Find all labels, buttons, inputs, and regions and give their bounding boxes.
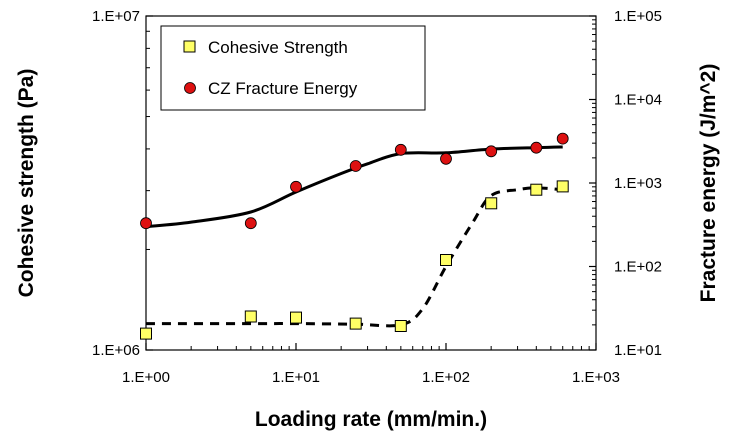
data-point-fracture-energy: [557, 133, 568, 144]
data-point-fracture-energy: [441, 153, 452, 164]
legend-marker-square: [184, 41, 195, 52]
data-point-fracture-energy: [245, 218, 256, 229]
legend-label-cz-fracture-energy: CZ Fracture Energy: [208, 79, 358, 98]
data-point-cohesive-strength: [486, 198, 497, 209]
y-right-tick-label: 1.E+05: [614, 8, 662, 25]
data-point-cohesive-strength: [291, 312, 302, 323]
y-left-tick-label: 1.E+06: [92, 342, 140, 359]
legend-marker-circle: [185, 83, 196, 94]
x-tick-label: 1.E+00: [122, 369, 170, 386]
x-tick-label: 1.E+01: [272, 369, 320, 386]
data-point-fracture-energy: [395, 144, 406, 155]
data-point-fracture-energy: [350, 161, 361, 172]
data-point-cohesive-strength: [350, 318, 361, 329]
y-right-tick-label: 1.E+02: [614, 259, 662, 276]
legend: Cohesive Strength CZ Fracture Energy: [161, 26, 425, 110]
y-left-tick-label: 1.E+07: [92, 8, 140, 25]
data-point-cohesive-strength: [245, 311, 256, 322]
data-point-cohesive-strength: [531, 184, 542, 195]
x-tick-label: 1.E+03: [572, 369, 620, 386]
data-point-fracture-energy: [486, 146, 497, 157]
data-point-fracture-energy: [291, 181, 302, 192]
y-left-axis-title: Cohesive strength (Pa): [15, 69, 38, 298]
x-axis-title: Loading rate (mm/min.): [255, 408, 487, 431]
y-right-tick-label: 1.E+01: [614, 342, 662, 359]
data-point-cohesive-strength: [557, 181, 568, 192]
x-tick-label: 1.E+02: [422, 369, 470, 386]
data-point-fracture-energy: [141, 218, 152, 229]
data-point-fracture-energy: [531, 142, 542, 153]
y-right-tick-label: 1.E+03: [614, 175, 662, 192]
y-right-tick-label: 1.E+04: [614, 92, 662, 109]
data-point-cohesive-strength: [141, 328, 152, 339]
data-point-cohesive-strength: [441, 255, 452, 266]
data-point-cohesive-strength: [395, 321, 406, 332]
y-right-axis-title: Fracture energy (J/m^2): [697, 64, 720, 303]
legend-label-cohesive-strength: Cohesive Strength: [208, 38, 348, 57]
